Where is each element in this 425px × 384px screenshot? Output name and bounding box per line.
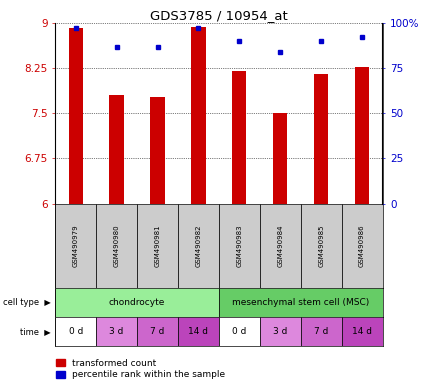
Bar [342, 317, 383, 346]
Title: GDS3785 / 10954_at: GDS3785 / 10954_at [150, 9, 288, 22]
Bar [96, 204, 137, 288]
Bar [150, 97, 164, 204]
Bar [55, 204, 96, 288]
Bar [300, 317, 342, 346]
Text: GSM490986: GSM490986 [359, 224, 365, 267]
Bar [260, 204, 300, 288]
Text: GSM490982: GSM490982 [196, 225, 201, 267]
Text: GSM490981: GSM490981 [155, 224, 161, 267]
Text: GSM490985: GSM490985 [318, 225, 324, 267]
Bar [219, 204, 260, 288]
Text: 0 d: 0 d [232, 327, 246, 336]
Text: 3 d: 3 d [273, 327, 287, 336]
Text: GSM490980: GSM490980 [113, 224, 119, 267]
Bar [300, 204, 342, 288]
Bar [178, 204, 219, 288]
Bar [219, 288, 382, 317]
Text: 7 d: 7 d [314, 327, 329, 336]
Bar [355, 67, 369, 204]
Bar [55, 288, 219, 317]
Bar [137, 204, 178, 288]
Text: cell type  ▶: cell type ▶ [3, 298, 51, 307]
Text: chondrocyte: chondrocyte [109, 298, 165, 307]
Text: 0 d: 0 d [68, 327, 83, 336]
Text: 7 d: 7 d [150, 327, 165, 336]
Legend: transformed count, percentile rank within the sample: transformed count, percentile rank withi… [56, 359, 225, 379]
Bar [137, 317, 178, 346]
Bar [178, 317, 219, 346]
Bar [314, 74, 328, 204]
Bar [96, 317, 137, 346]
Bar [110, 95, 124, 204]
Bar [260, 317, 300, 346]
Bar [219, 317, 260, 346]
Text: 3 d: 3 d [109, 327, 124, 336]
Text: mesenchymal stem cell (MSC): mesenchymal stem cell (MSC) [232, 298, 369, 307]
Text: GSM490979: GSM490979 [73, 224, 79, 267]
Bar [273, 113, 287, 204]
Bar [55, 317, 96, 346]
Text: time  ▶: time ▶ [20, 327, 51, 336]
Bar [342, 204, 383, 288]
Text: 14 d: 14 d [188, 327, 208, 336]
Text: 14 d: 14 d [352, 327, 372, 336]
Bar [232, 71, 246, 204]
Text: GSM490984: GSM490984 [277, 225, 283, 267]
Bar [191, 27, 206, 204]
Bar [68, 28, 83, 204]
Text: GSM490983: GSM490983 [236, 224, 242, 267]
